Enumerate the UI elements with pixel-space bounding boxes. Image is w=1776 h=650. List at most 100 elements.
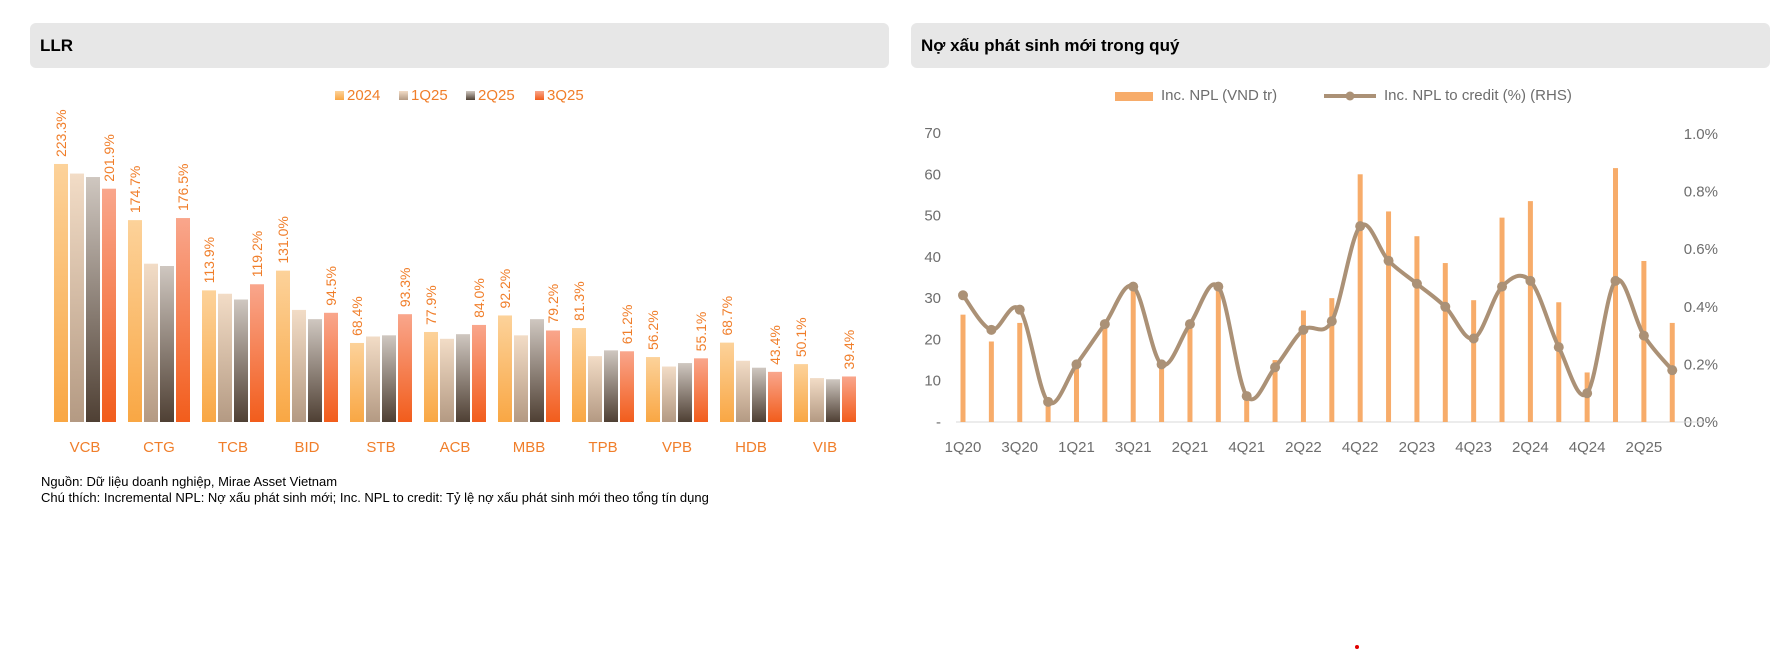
npl-x-tick-2: 1Q21: [1058, 439, 1095, 456]
npl-bar-21: [1556, 302, 1562, 422]
llr-legend-swatch-3Q25: [535, 91, 544, 100]
npl-ratio-marker-23: [1610, 275, 1621, 286]
llr-panel-title: LLR: [40, 35, 74, 55]
llr-bar-TCB-3Q25: [250, 284, 264, 422]
llr-bar-TPB-2024: [572, 328, 586, 422]
llr-category-label-MBB: MBB: [513, 439, 546, 456]
npl-ratio-marker-8: [1184, 319, 1195, 330]
npl-bar-16: [1414, 236, 1420, 422]
npl-left-tick-60: 60: [924, 166, 941, 183]
llr-data-label-VCB-2024: 223.3%: [53, 109, 69, 156]
npl-right-tick-1.0%: 1.0%: [1684, 126, 1718, 143]
npl-bar-2: [1017, 322, 1023, 422]
npl-ratio-marker-22: [1582, 388, 1593, 399]
llr-data-label-VPB-2024: 56.2%: [645, 310, 661, 350]
llr-data-label-MBB-2024: 92.2%: [497, 269, 513, 309]
npl-left-tick-40: 40: [924, 249, 941, 266]
llr-data-label-ACB-3Q25: 84.0%: [471, 278, 487, 318]
llr-bar-VIB-3Q25: [842, 376, 856, 422]
npl-bar-13: [1329, 298, 1335, 422]
llr-panel-header: LLR: [30, 23, 889, 68]
npl-x-tick-1: 3Q20: [1001, 439, 1038, 456]
llr-bar-VIB-1Q25: [810, 378, 824, 422]
npl-ratio-marker-6: [1128, 281, 1139, 292]
footnote: Chú thích: Incremental NPL: Nợ xấu phát …: [41, 490, 709, 505]
llr-bar-BID-1Q25: [292, 309, 306, 422]
llr-data-label-TPB-3Q25: 61.2%: [619, 305, 635, 345]
llr-bar-VPB-2Q25: [678, 363, 692, 422]
llr-bar-BID-3Q25: [324, 312, 338, 422]
llr-bar-VPB-3Q25: [694, 358, 708, 422]
llr-bar-VPB-2024: [646, 357, 660, 422]
source-note: Nguồn: Dữ liệu doanh nghiệp, Mirae Asset…: [41, 474, 338, 489]
llr-data-label-VCB-3Q25: 201.9%: [101, 134, 117, 181]
llr-bar-TCB-2Q25: [234, 299, 248, 422]
llr-category-label-VIB: VIB: [813, 439, 837, 456]
llr-bar-ACB-2024: [424, 331, 438, 422]
npl-x-tick-6: 2Q22: [1285, 439, 1322, 456]
llr-legend-label-3Q25: 3Q25: [547, 87, 584, 104]
llr-category-label-VPB: VPB: [662, 439, 692, 456]
llr-bar-VCB-3Q25: [102, 188, 116, 422]
llr-data-label-BID-3Q25: 94.5%: [323, 266, 339, 306]
npl-x-tick-3: 3Q21: [1115, 439, 1152, 456]
npl-ratio-marker-11: [1270, 362, 1281, 373]
npl-ratio-marker-24: [1638, 330, 1649, 341]
llr-legend-label-2Q25: 2Q25: [478, 87, 515, 104]
npl-ratio-marker-2: [1014, 304, 1025, 315]
npl-combo-chart: Inc. NPL (VND tr) Inc. NPL to credit (%) …: [924, 87, 1718, 456]
npl-bar-24: [1641, 260, 1647, 422]
llr-legend-label-2024: 2024: [347, 87, 380, 104]
npl-right-tick-0.4%: 0.4%: [1684, 299, 1718, 316]
llr-bar-ACB-3Q25: [472, 324, 486, 422]
npl-x-tick-10: 2Q24: [1512, 439, 1549, 456]
npl-ratio-marker-5: [1099, 319, 1110, 330]
npl-x-tick-11: 4Q24: [1569, 439, 1606, 456]
llr-data-label-STB-3Q25: 93.3%: [397, 267, 413, 307]
npl-ratio-marker-7: [1156, 359, 1167, 370]
npl-bar-20: [1527, 201, 1533, 422]
npl-bar-12: [1300, 310, 1306, 422]
npl-left-tick-50: 50: [924, 208, 941, 225]
llr-category-label-ACB: ACB: [440, 439, 471, 456]
npl-x-tick-5: 4Q21: [1228, 439, 1265, 456]
llr-bar-HDB-3Q25: [768, 371, 782, 422]
npl-legend-bar-swatch: [1115, 92, 1153, 101]
npl-ratio-marker-0: [958, 290, 968, 301]
llr-data-label-HDB-2024: 68.7%: [719, 296, 735, 336]
llr-bar-VCB-2024: [54, 163, 68, 422]
llr-bar-HDB-1Q25: [736, 360, 750, 422]
npl-ratio-marker-9: [1213, 281, 1224, 292]
llr-bar-CTG-3Q25: [176, 218, 190, 422]
npl-bar-8: [1187, 322, 1193, 422]
npl-ratio-marker-14: [1355, 221, 1366, 232]
llr-bar-MBB-2Q25: [530, 319, 544, 422]
llr-bar-HDB-2024: [720, 342, 734, 422]
llr-bar-TPB-2Q25: [604, 350, 618, 422]
llr-data-label-VIB-3Q25: 39.4%: [841, 330, 857, 370]
npl-ratio-marker-21: [1553, 342, 1564, 353]
llr-data-label-BID-2024: 131.0%: [275, 216, 291, 263]
llr-legend-swatch-1Q25: [399, 91, 408, 100]
llr-bar-chart: 2024 1Q25 2Q25 3Q25 223.3% 201.9% VCB 174.7% 176…: [53, 87, 857, 456]
llr-data-label-STB-2024: 68.4%: [349, 296, 365, 336]
npl-ratio-marker-1: [986, 324, 997, 335]
llr-bar-VPB-1Q25: [662, 366, 676, 422]
llr-bar-BID-2024: [276, 270, 290, 422]
llr-bar-TPB-1Q25: [588, 356, 602, 422]
llr-data-label-VPB-3Q25: 55.1%: [693, 312, 709, 352]
llr-data-label-HDB-3Q25: 43.4%: [767, 325, 783, 365]
npl-legend-bar-label: Inc. NPL (VND tr): [1161, 87, 1277, 104]
llr-bar-BID-2Q25: [308, 319, 322, 422]
npl-bar-0: [960, 314, 966, 422]
npl-x-tick-0: 1Q20: [945, 439, 982, 456]
npl-bar-5: [1102, 327, 1108, 422]
llr-legend-swatch-2024: [335, 91, 344, 100]
npl-bar-15: [1386, 211, 1392, 422]
npl-bar-9: [1215, 289, 1221, 422]
npl-bar-19: [1499, 217, 1505, 422]
npl-x-tick-4: 2Q21: [1172, 439, 1209, 456]
llr-data-label-TCB-3Q25: 119.2%: [249, 231, 265, 277]
llr-legend-label-1Q25: 1Q25: [411, 87, 448, 104]
npl-ratio-marker-3: [1043, 396, 1054, 407]
